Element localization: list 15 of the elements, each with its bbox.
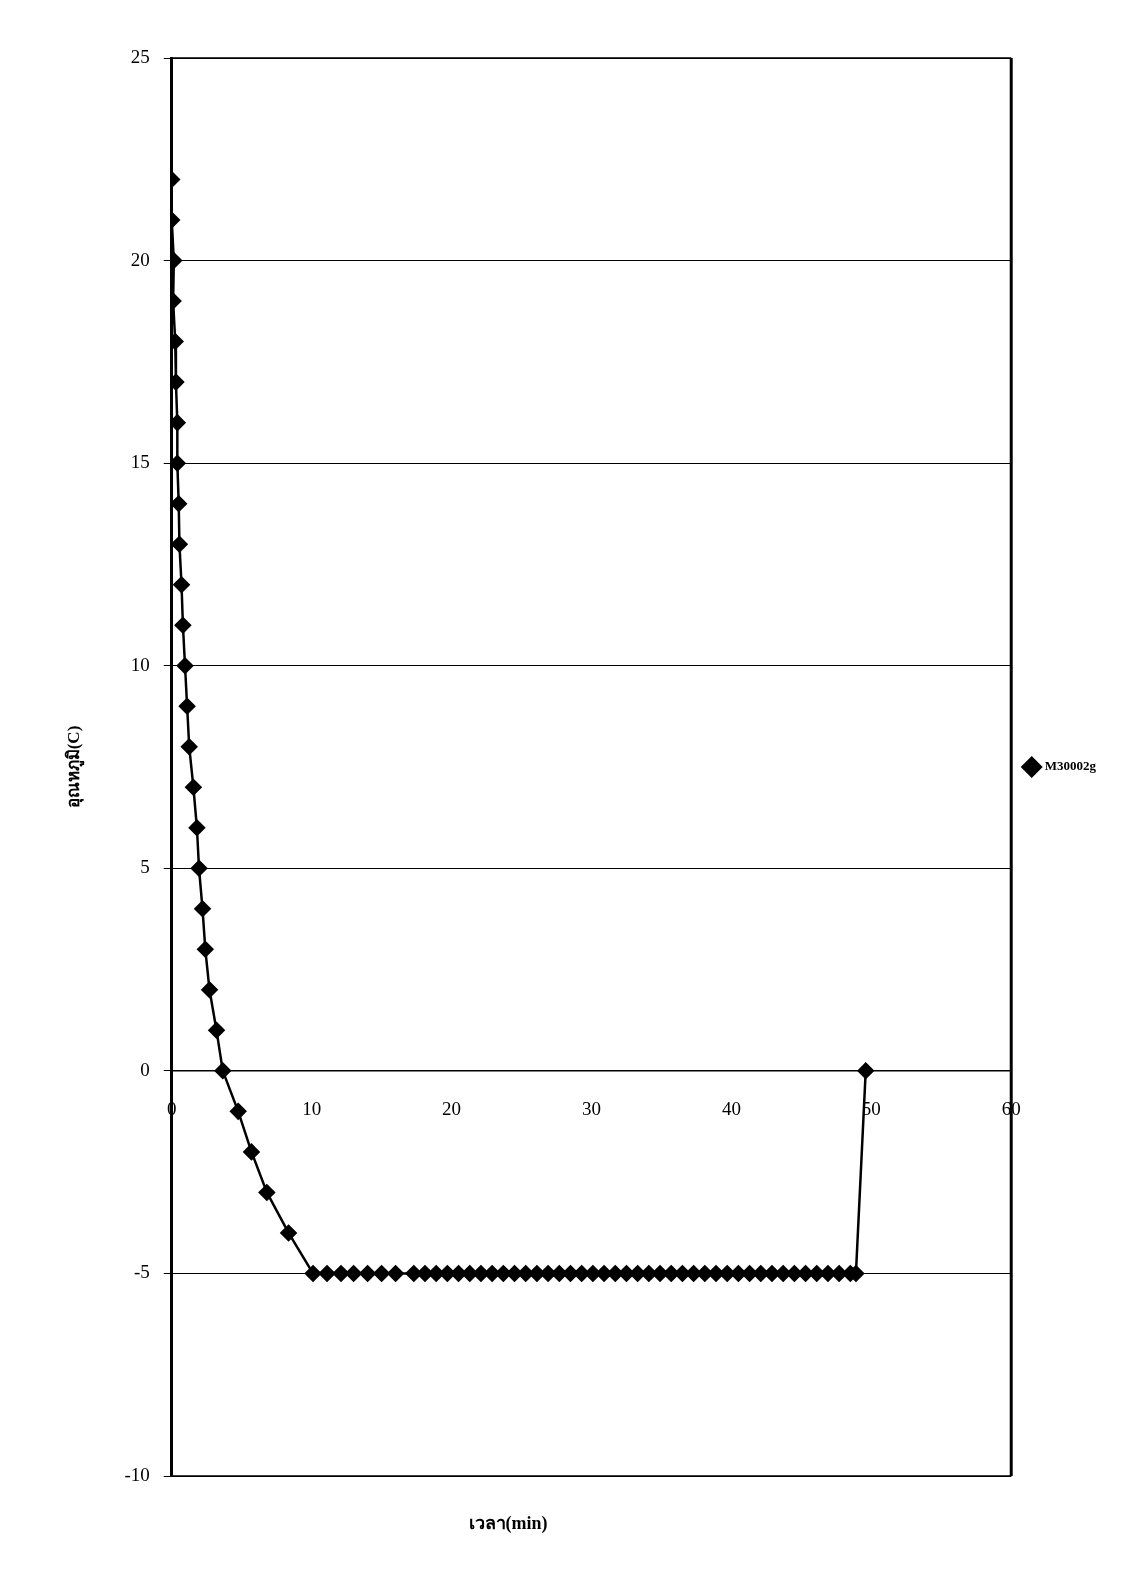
x-tick-label: 20 [442,1098,462,1120]
y-axis-title: อุณหภูมิ(C) [63,725,85,809]
y-tick-label: 5 [140,856,150,878]
x-axis-title: เวลา(min) [467,1512,549,1535]
y-tick-label: -10 [124,1463,150,1485]
legend-label: M30002g [1044,758,1097,774]
y-tick-label: 10 [130,653,150,675]
y-tick-label: 0 [140,1058,150,1080]
x-tick-label: 30 [581,1098,601,1120]
y-tick-label: 25 [130,45,150,67]
y-tick-label: -5 [133,1261,150,1283]
x-tick-label: 40 [721,1098,741,1120]
y-tick-label: 20 [130,248,150,270]
x-tick-label: 10 [302,1098,322,1120]
y-tick-label: 15 [130,451,150,473]
